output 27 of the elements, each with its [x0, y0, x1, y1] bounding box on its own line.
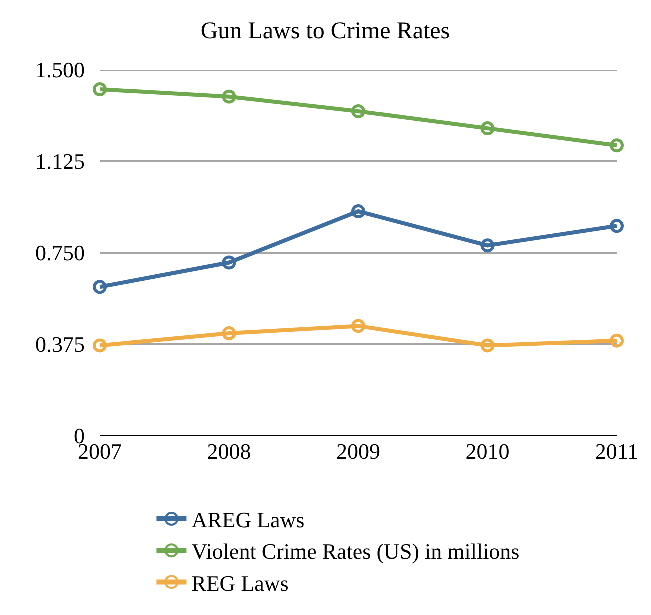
point	[610, 138, 624, 153]
x-tick-label: 2009	[336, 439, 380, 464]
point	[352, 204, 366, 219]
point	[93, 82, 107, 97]
point	[93, 280, 107, 294]
chart-title: Gun Laws to Crime Rates	[200, 18, 450, 44]
point	[480, 122, 495, 136]
point	[352, 104, 366, 118]
point	[93, 338, 107, 353]
point	[222, 256, 236, 270]
point	[222, 326, 236, 341]
point	[480, 338, 495, 353]
point	[352, 319, 366, 334]
point	[610, 334, 624, 348]
y-tick-label: 0.375	[36, 332, 85, 358]
legend-label: Violent Crime Rates (US) in millions	[192, 539, 520, 564]
legend-label: REG Laws	[192, 570, 289, 596]
y-tick-label: 1.500	[36, 58, 85, 83]
y-tick-label: 1.125	[36, 149, 85, 174]
y-tick-label: 0.750	[36, 240, 85, 266]
point	[610, 219, 624, 234]
x-tick-label: 2008	[207, 439, 252, 464]
legend-label: AREG Laws	[192, 508, 305, 533]
point	[480, 238, 495, 253]
x-tick-label: 2010	[466, 439, 510, 464]
point	[222, 90, 236, 104]
x-tick-label: 2011	[595, 439, 639, 464]
